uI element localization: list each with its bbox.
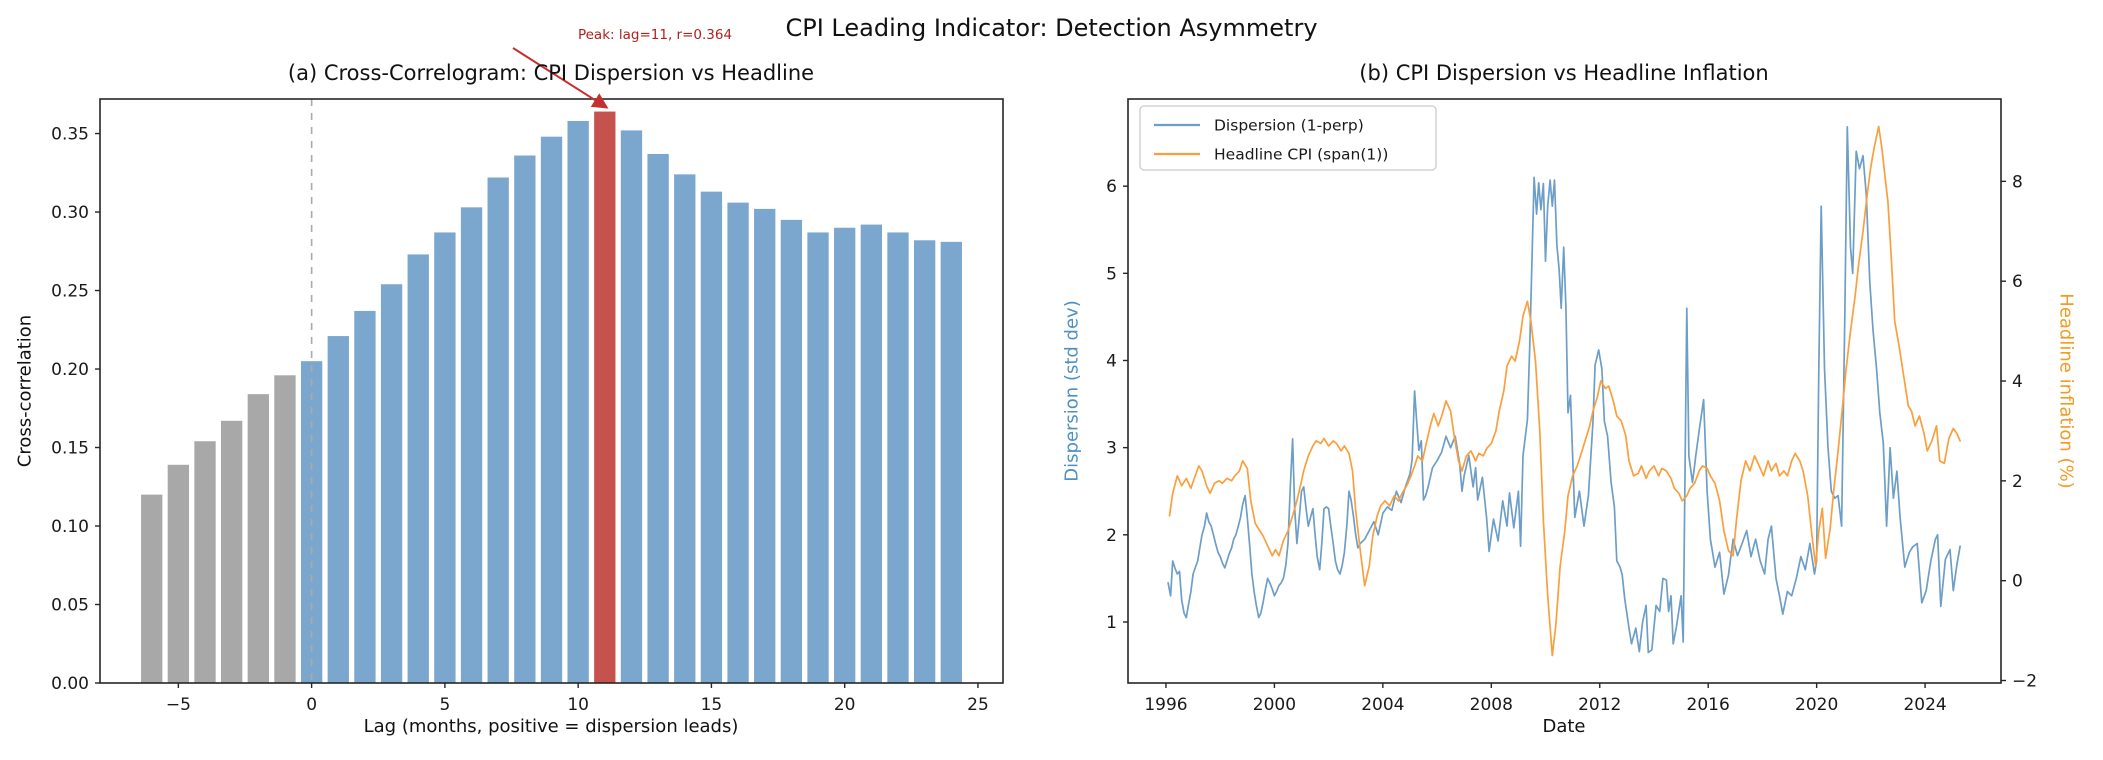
y-tick-label-right: 8 <box>2012 172 2023 192</box>
x-tick-label: 10 <box>567 695 589 715</box>
legend-label-headline: Headline CPI (span(1)) <box>1214 146 1388 164</box>
x-tick-label: 5 <box>439 695 450 715</box>
axes-spines <box>1127 98 2002 684</box>
annotation-arrow <box>512 47 609 109</box>
bar-lag-6 <box>460 207 483 684</box>
bar-lag-12 <box>620 130 643 684</box>
y-tick-label: 5 <box>1106 264 1117 284</box>
bar-lag--6 <box>141 494 163 683</box>
legend-label-dispersion: Dispersion (1-perp) <box>1214 117 1364 135</box>
bar-lag-5 <box>434 232 456 683</box>
left-chart-xlabel: Lag (months, positive = dispersion leads… <box>363 716 739 737</box>
y-tick-label-right: 6 <box>2012 272 2023 292</box>
bar-lag-1 <box>327 336 349 683</box>
y-tick-label: 0.15 <box>51 439 89 459</box>
figure-suptitle: CPI Leading Indicator: Detection Asymmet… <box>785 14 1318 42</box>
x-tick-label: 2008 <box>1470 695 1513 715</box>
bar-lag-3 <box>380 284 403 683</box>
y-tick-label-right: 0 <box>2012 572 2023 592</box>
right-chart-ylabel-right: Headline inflation (%) <box>2055 293 2077 489</box>
x-tick-label: 2004 <box>1361 695 1404 715</box>
bar-lag--1 <box>274 375 296 683</box>
bar-lag-11 <box>594 111 616 683</box>
bar-lag-10 <box>567 120 589 683</box>
bar-lag-20 <box>834 227 856 683</box>
bar-lag-17 <box>754 208 776 684</box>
bar-lag--3 <box>221 420 243 683</box>
bar-lag-14 <box>674 174 696 683</box>
y-tick-label-right: 4 <box>2012 372 2023 392</box>
bar-lag-4 <box>407 254 429 683</box>
right-chart-ylabel-left: Dispersion (std dev) <box>1061 300 1083 482</box>
y-tick-label: 0.00 <box>51 674 89 694</box>
bar-lag-8 <box>514 155 536 684</box>
axes-spines <box>99 98 1004 684</box>
bar-lag-7 <box>487 177 509 683</box>
bar-lag--2 <box>247 394 269 683</box>
bar-lag-9 <box>540 136 563 683</box>
y-tick-label: 0.30 <box>51 203 89 223</box>
bar-lag-13 <box>647 153 669 684</box>
bar-lag--4 <box>194 441 216 683</box>
bar-lag--5 <box>167 464 190 683</box>
y-tick-label: 0.25 <box>51 282 89 302</box>
bar-lag-15 <box>700 191 723 683</box>
y-tick-label: 0.10 <box>51 517 89 537</box>
bar-lag-23 <box>913 240 936 683</box>
left-chart-ylabel: Cross-correlation <box>14 314 36 468</box>
y-tick-label: 4 <box>1106 351 1117 371</box>
x-tick-label: 20 <box>834 695 856 715</box>
left-chart-title: (a) Cross-Correlogram: CPI Dispersion vs… <box>287 61 815 85</box>
y-tick-label: 0.20 <box>51 360 89 380</box>
x-tick-label: 1996 <box>1144 695 1187 715</box>
x-tick-label: 2020 <box>1795 695 1838 715</box>
y-tick-label: 1 <box>1106 613 1117 633</box>
x-tick-label: 25 <box>967 695 989 715</box>
right-chart-xlabel: Date <box>1542 716 1586 737</box>
x-tick-label: 2016 <box>1687 695 1730 715</box>
y-tick-label: 6 <box>1106 177 1117 197</box>
x-tick-label: 0 <box>306 695 317 715</box>
y-tick-label: 2 <box>1106 526 1117 546</box>
x-tick-label: 2000 <box>1253 695 1296 715</box>
y-tick-label: 3 <box>1106 439 1117 459</box>
x-tick-label: 2012 <box>1578 695 1621 715</box>
bar-lag-16 <box>727 202 749 683</box>
x-tick-label: 15 <box>701 695 723 715</box>
peak-annotation: Peak: lag=11, r=0.364 <box>577 27 733 43</box>
y-tick-label: 0.05 <box>51 596 89 616</box>
y-tick-label-right: 2 <box>2012 472 2023 492</box>
x-tick-label: −5 <box>166 695 191 715</box>
right-chart-title: (b) CPI Dispersion vs Headline Inflation <box>1359 61 1769 85</box>
headline-cpi-line <box>1168 125 1961 657</box>
bar-lag-19 <box>807 232 829 683</box>
bar-lag-22 <box>887 232 909 683</box>
bar-lag-2 <box>354 310 376 683</box>
dispersion-line <box>1167 126 1961 654</box>
bar-lag-18 <box>780 219 803 683</box>
legend-box <box>1139 105 1437 171</box>
bar-lag-21 <box>860 224 882 683</box>
y-tick-label: 0.35 <box>51 125 89 145</box>
y-tick-label-right: −2 <box>2012 672 2037 692</box>
bar-lag-24 <box>940 241 962 683</box>
x-tick-label: 2024 <box>1903 695 1946 715</box>
